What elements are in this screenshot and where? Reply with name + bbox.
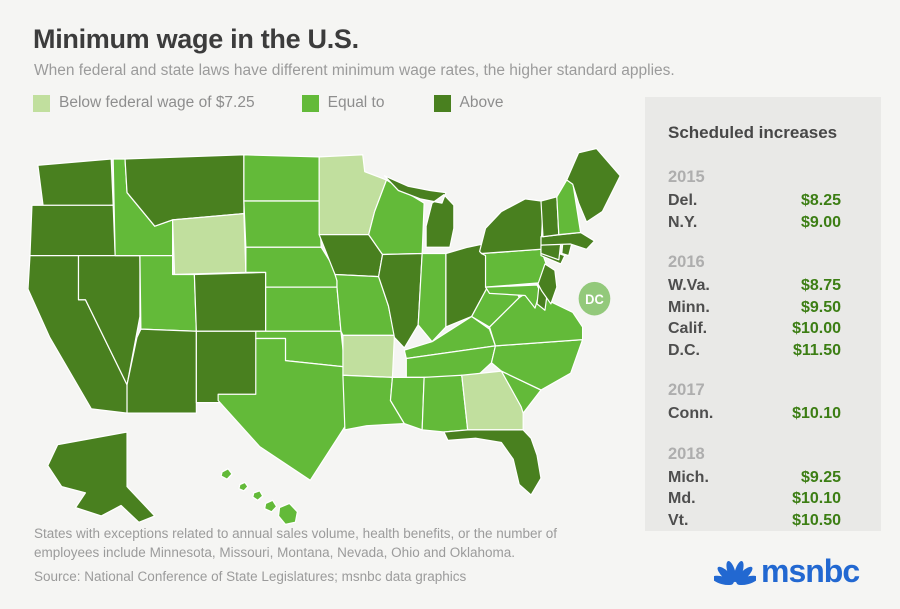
schedule-state: Minn. <box>668 298 710 316</box>
schedule-value: $10.10 <box>792 490 841 507</box>
schedule-value: $8.75 <box>800 277 841 294</box>
schedule-state: W.Va. <box>668 277 710 294</box>
schedule-value: $11.50 <box>792 341 841 359</box>
schedule-value: $8.25 <box>800 192 841 209</box>
state-tx: Texas <box>217 337 348 481</box>
schedule-value: $9.00 <box>800 213 841 231</box>
schedule-value: $9.50 <box>800 298 841 316</box>
schedule-value: $9.25 <box>800 468 841 486</box>
state-tn: Tennessee <box>405 345 497 379</box>
footnote: States with exceptions related to annual… <box>34 526 558 561</box>
schedule-row: D.C. $11.50 <box>668 340 841 362</box>
source-line: Source: National Conference of State Leg… <box>34 569 467 584</box>
state-ms: Mississippi <box>389 376 425 431</box>
schedule-year: 2017 <box>668 381 705 399</box>
msnbc-logo: msnbc <box>714 553 860 589</box>
state-fl: Florida <box>443 429 542 496</box>
schedule-group-2017: 2017 Conn. $10.10 <box>668 381 841 425</box>
panel-title: Scheduled increases <box>668 123 838 142</box>
schedule-value: $10.00 <box>792 320 841 337</box>
state-pa: Pennsylvania <box>480 248 548 288</box>
legend-swatch-equal <box>301 94 319 112</box>
states-layer: WashingtonOregonCaliforniaNevadaIdahoMon… <box>28 147 621 526</box>
us-map: WashingtonOregonCaliforniaNevadaIdahoMon… <box>28 147 621 526</box>
legend-label: Equal to <box>327 94 385 111</box>
state-ks: Kansas <box>265 286 342 332</box>
peacock-icon <box>714 561 756 586</box>
schedule-value: $10.10 <box>792 405 841 422</box>
schedule-row: Calif. $10.00 <box>668 318 841 340</box>
schedule-value: $10.50 <box>792 511 841 529</box>
state-ga: Georgia <box>461 370 524 431</box>
state-hi: Hawaii <box>220 468 298 526</box>
dc-label: DC <box>585 292 604 307</box>
legend: Below federal wage of $7.25 Equal to Above <box>33 94 503 112</box>
state-vt: Vermont <box>540 196 560 238</box>
msnbc-wordmark: msnbc <box>761 553 860 589</box>
legend-item-equal: Equal to <box>301 94 385 112</box>
schedule-row: W.Va. $8.75 <box>668 275 841 297</box>
state-al: Alabama <box>421 374 469 433</box>
schedule-groups: 2015 Del. $8.25 N.Y. $9.00 2016 W.Va. $8.75 Minn… <box>668 168 841 531</box>
state-nh: New Hampshire <box>556 179 582 236</box>
state-md: Maryland <box>484 284 541 309</box>
schedule-state: Conn. <box>668 405 714 422</box>
scheduled-increases-panel: Scheduled increases 2015 Del. $8.25 N.Y. $9.… <box>645 97 881 531</box>
state-in: Indiana <box>417 252 447 343</box>
legend-item-below: Below federal wage of $7.25 <box>33 94 255 112</box>
legend-label: Above <box>459 94 504 111</box>
schedule-state: N.Y. <box>668 213 698 231</box>
state-sd: South Dakota <box>243 200 322 248</box>
state-nj: New Jersey <box>537 263 558 305</box>
state-me: Maine <box>566 147 621 223</box>
legend-label: Below federal wage of $7.25 <box>59 94 255 111</box>
state-co: Colorado <box>193 271 267 332</box>
schedule-year: 2015 <box>668 168 705 186</box>
page-title: Minimum wage in the U.S. <box>33 24 359 54</box>
schedule-row: N.Y. $9.00 <box>668 212 841 234</box>
schedule-row: Conn. $10.10 <box>668 403 841 425</box>
state-wy: Wyoming <box>171 212 247 276</box>
schedule-group-2016: 2016 W.Va. $8.75 Minn. $9.50 Calif. $10.00 D.C.… <box>668 253 841 361</box>
state-mi: Michigan <box>383 175 455 248</box>
state-az: Arizona <box>126 328 197 414</box>
schedule-row: Vt. $10.50 <box>668 510 841 532</box>
schedule-row: Md. $10.10 <box>668 488 841 510</box>
schedule-state: Calif. <box>668 320 708 337</box>
legend-swatch-above <box>433 94 451 112</box>
schedule-state: Mich. <box>668 468 709 486</box>
dc-badge: DC <box>578 281 611 316</box>
state-ak: Alaska <box>47 431 156 523</box>
state-ar: Arkansas <box>342 334 396 379</box>
state-nd: North Dakota <box>243 154 320 202</box>
schedule-year: 2016 <box>668 253 705 271</box>
dc-circle <box>578 281 611 316</box>
state-or: Oregon <box>29 204 116 257</box>
schedule-row: Mich. $9.25 <box>668 467 841 489</box>
schedule-row: Minn. $9.50 <box>668 297 841 319</box>
schedule-state: Vt. <box>668 511 689 529</box>
schedule-row: Del. $8.25 <box>668 190 841 212</box>
schedule-state: Del. <box>668 192 698 209</box>
schedule-group-2018: 2018 Mich. $9.25 Md. $10.10 Vt. $10.50 <box>668 445 841 532</box>
schedule-group-2015: 2015 Del. $8.25 N.Y. $9.00 <box>668 168 841 233</box>
schedule-state: Md. <box>668 490 696 507</box>
legend-item-above: Above <box>433 94 504 112</box>
state-wa: Washington <box>37 158 114 213</box>
legend-swatch-below <box>33 94 50 112</box>
page-subtitle: When federal and state laws have differe… <box>34 62 675 79</box>
schedule-year: 2018 <box>668 444 705 463</box>
schedule-state: D.C. <box>668 341 700 359</box>
